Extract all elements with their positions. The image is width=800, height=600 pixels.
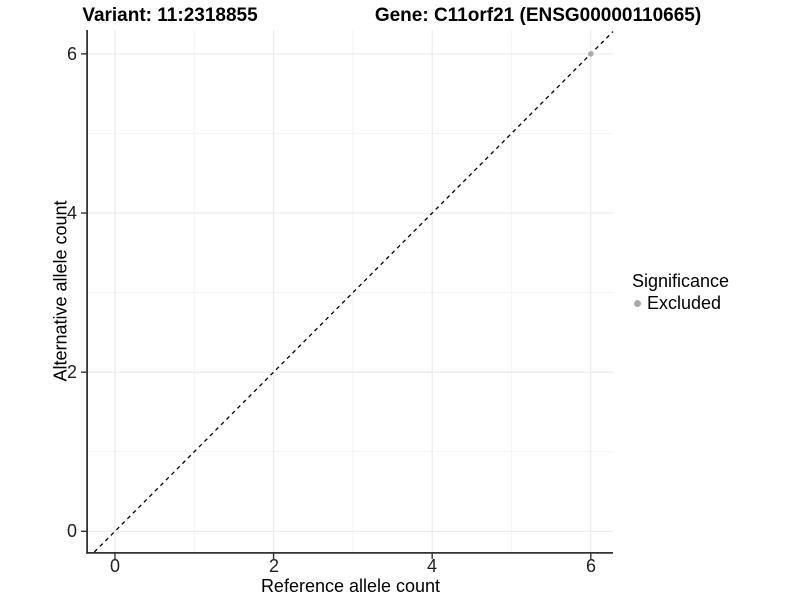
x-tick-label: 2 bbox=[268, 556, 279, 576]
legend: Significance Excluded bbox=[628, 270, 729, 314]
gene-title: Gene: C11orf21 (ENSG00000110665) bbox=[374, 5, 702, 26]
variant-title: Variant: 11:2318855 bbox=[82, 5, 258, 26]
y-axis-title: Alternative allele count bbox=[50, 200, 71, 382]
y-tick-label: 4 bbox=[66, 203, 77, 223]
y-tick-label: 6 bbox=[66, 44, 77, 64]
identity-reference-line bbox=[93, 31, 614, 553]
legend-item-label: Excluded bbox=[647, 293, 722, 313]
data-point bbox=[587, 51, 594, 57]
x-axis-title: Reference allele count bbox=[260, 576, 441, 596]
legend-title: Significance bbox=[632, 271, 730, 291]
x-tick-label: 0 bbox=[109, 556, 120, 576]
legend-item-excluded: Excluded bbox=[628, 293, 729, 314]
x-tick-label: 4 bbox=[426, 556, 437, 576]
y-tick-label: 0 bbox=[66, 521, 77, 541]
excluded-point-icon bbox=[634, 300, 641, 307]
y-tick-label: 2 bbox=[66, 362, 77, 382]
x-tick-label: 6 bbox=[585, 556, 596, 576]
plot-panel bbox=[81, 30, 614, 559]
